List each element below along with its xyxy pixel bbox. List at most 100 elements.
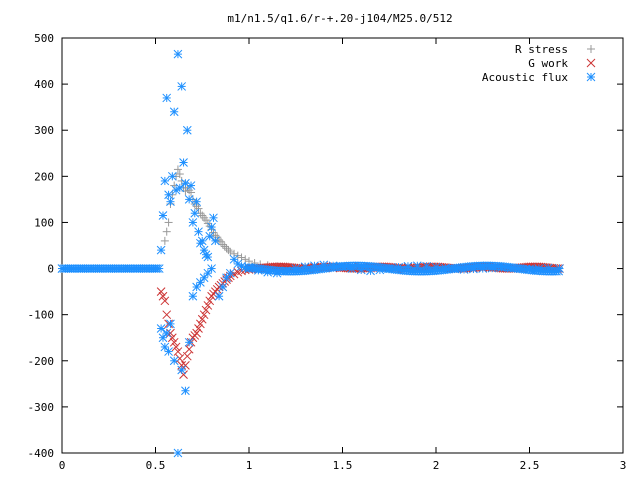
- x-tick-label: 1: [246, 459, 253, 472]
- x-tick-label: 1.5: [333, 459, 353, 472]
- data-point: [164, 190, 173, 200]
- y-tick-label: -100: [28, 309, 55, 322]
- plot-frame: [61, 37, 624, 454]
- data-point: [184, 195, 194, 204]
- data-point: [207, 222, 216, 232]
- data-point: [226, 247, 235, 256]
- data-point: [156, 287, 166, 296]
- y-tick-label: 500: [34, 32, 54, 45]
- y-tick-label: -400: [28, 447, 55, 460]
- data-point: [156, 245, 166, 255]
- data-point: [164, 347, 173, 356]
- axes-layer: 0 0.5 1 1.5 2 2.5 3 -400 -300 -200 -100 0 100 200 300 4…: [28, 32, 627, 472]
- x-tick-label: 0: [59, 459, 66, 472]
- data-point: [196, 319, 205, 329]
- y-tick-label: 300: [34, 124, 54, 137]
- data-point: [160, 236, 169, 245]
- data-point: [229, 254, 239, 264]
- data-point: [160, 342, 170, 352]
- data-point: [181, 361, 190, 370]
- data-point: [173, 49, 183, 59]
- data-point: [554, 266, 564, 276]
- data-point: [187, 188, 196, 197]
- data-point: [162, 328, 172, 338]
- data-point: [218, 282, 228, 292]
- data-point: [194, 204, 203, 213]
- data-point: [192, 282, 201, 292]
- data-point: [182, 351, 192, 361]
- data-point: [173, 165, 182, 174]
- data-point: [199, 273, 209, 283]
- data-point: [224, 246, 233, 255]
- data-point: [181, 386, 190, 396]
- data-point: [192, 328, 201, 338]
- data-point: [182, 125, 192, 135]
- data-point: [209, 213, 218, 223]
- data-point: [164, 218, 173, 227]
- data-point: [205, 231, 215, 241]
- data-point: [194, 324, 203, 333]
- data-point: [162, 310, 172, 320]
- data-point: [197, 314, 207, 324]
- legend-label: R stress: [515, 43, 568, 56]
- y-tick-label: 0: [47, 263, 54, 276]
- data-point: [177, 361, 187, 370]
- data-point: [177, 365, 187, 375]
- data-point: [156, 324, 166, 333]
- legend-label: G work: [528, 57, 568, 70]
- data-point: [173, 347, 183, 356]
- data-point: [197, 236, 207, 246]
- data-point: [220, 242, 229, 251]
- y-tick-label: 100: [34, 216, 54, 229]
- data-point: [203, 252, 213, 262]
- series-1: [156, 262, 564, 379]
- data-point: [186, 181, 196, 190]
- data-point: [167, 333, 177, 343]
- legend-marker: [586, 72, 596, 82]
- data-point: [196, 278, 205, 287]
- data-point: [207, 264, 216, 273]
- y-tick-label: -200: [28, 355, 55, 368]
- data-point: [225, 268, 235, 278]
- series-2: [57, 49, 564, 458]
- data-point: [166, 319, 175, 329]
- x-tick-label: 2: [433, 459, 440, 472]
- data-point: [190, 208, 200, 218]
- data-point: [175, 183, 185, 193]
- data-point: [188, 291, 198, 301]
- data-point: [160, 176, 170, 186]
- x-tick-label: 3: [620, 459, 627, 472]
- data-point: [184, 344, 194, 354]
- y-tick-label: 400: [34, 78, 54, 91]
- data-point: [169, 337, 179, 347]
- data-point: [194, 227, 203, 237]
- data-point: [158, 211, 168, 220]
- data-point: [160, 296, 170, 306]
- data-point: [162, 93, 172, 103]
- data-point: [205, 296, 215, 306]
- series-0: [160, 165, 564, 273]
- data-point: [184, 337, 194, 347]
- data-point: [169, 107, 179, 117]
- data-point: [203, 268, 213, 278]
- data-point: [214, 291, 224, 301]
- data-point: [167, 171, 177, 181]
- data-point: [199, 310, 209, 320]
- legend-marker: [586, 58, 596, 68]
- legend-label: Acoustic flux: [482, 71, 568, 84]
- data-point: [153, 264, 162, 273]
- data-point: [177, 82, 187, 91]
- data-point: [222, 244, 231, 253]
- data-point: [203, 301, 213, 310]
- data-point: [175, 170, 184, 179]
- x-tick-label: 0.5: [146, 459, 166, 472]
- x-tick-label: 2.5: [520, 459, 540, 472]
- chart-title: m1/n1.5/q1.6/r-+.20-j104/M25.0/512: [227, 12, 452, 25]
- data-point: [222, 273, 231, 283]
- data-point: [210, 236, 220, 246]
- legend-marker: [587, 45, 595, 53]
- data-point: [166, 197, 175, 207]
- data-point: [201, 216, 210, 225]
